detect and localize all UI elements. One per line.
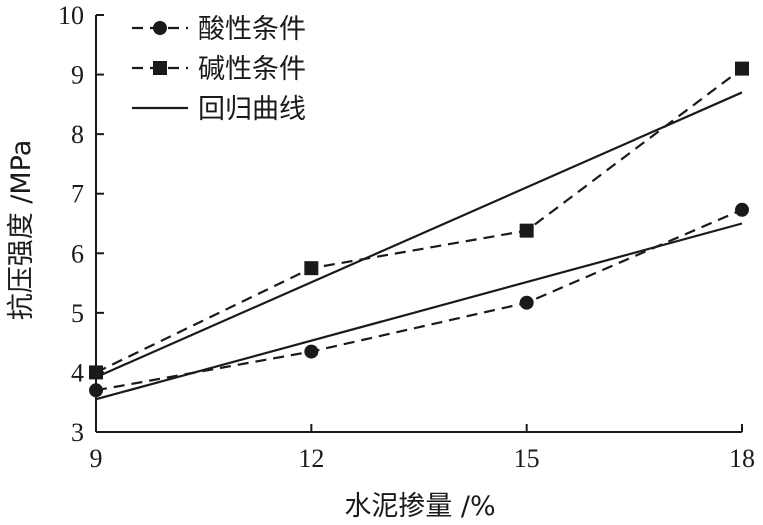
y-tick-label: 5 [71,299,84,328]
data-point-circle [89,383,103,398]
data-point-square [304,261,319,276]
series-line [95,208,743,392]
data-point-circle [519,295,534,310]
x-tick-label: 12 [298,444,324,473]
x-tick-label: 9 [90,444,103,473]
x-tick-label: 18 [729,444,755,473]
series-layer [89,61,749,401]
x-tick-label: 15 [514,444,540,473]
data-point-circle [304,344,319,359]
y-tick-label: 7 [71,180,84,209]
series-line [95,67,743,374]
y-tick-label: 4 [71,358,84,387]
legend-marker [153,21,167,35]
x-axis-title: 水泥掺量 /% [344,491,495,522]
data-point-square [735,61,749,76]
regression-line [95,91,743,379]
data-point-circle [735,202,749,217]
plot-area: 3 4 5 6 7 8 9 10 9 12 15 18 [58,1,755,473]
data-point-square [89,365,103,380]
data-point-square [519,223,534,238]
y-axis-title: 抗压强度 /MPa [6,140,37,321]
y-tick-label: 3 [71,418,84,447]
legend-marker [153,61,167,75]
y-tick-label: 9 [71,61,84,90]
legend-label: 回归曲线 [198,94,306,125]
y-tick-label: 6 [71,239,84,268]
y-tick-label: 10 [58,1,84,30]
y-tick-label: 8 [71,120,84,149]
legend-label: 碱性条件 [198,54,306,85]
legend-label: 酸性条件 [198,14,306,45]
